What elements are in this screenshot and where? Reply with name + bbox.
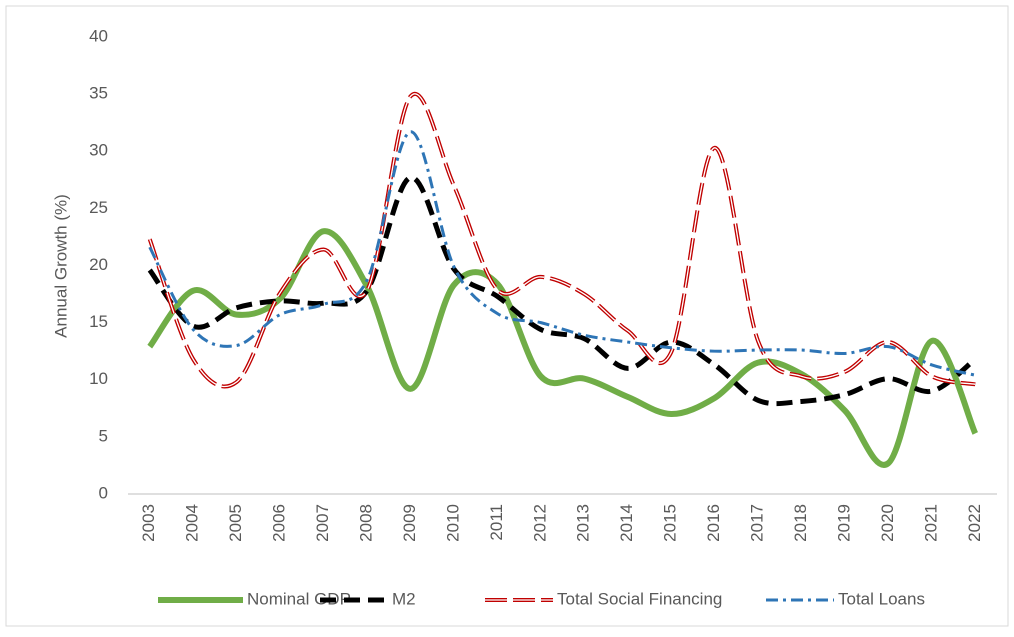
x-tick-label: 2005 (226, 504, 245, 542)
legend-label: Total Social Financing (557, 589, 722, 608)
x-tick-label: 2011 (487, 504, 506, 541)
y-tick-label: 35 (89, 84, 108, 103)
x-tick-label: 2008 (356, 504, 375, 542)
y-tick-label: 25 (89, 198, 108, 217)
legend-label: M2 (392, 589, 416, 608)
x-tick-label: 2013 (574, 504, 593, 542)
y-tick-label: 5 (99, 426, 108, 445)
series-line (148, 130, 976, 377)
x-tick-label: 2007 (313, 504, 332, 542)
y-tick-label: 15 (89, 312, 108, 331)
x-tick-label: 2018 (791, 504, 810, 542)
y-tick-label: 0 (99, 483, 108, 502)
x-tick-label: 2016 (704, 504, 723, 542)
x-tick-label: 2009 (400, 504, 419, 542)
x-tick-label: 2003 (139, 504, 158, 542)
x-tick-label: 2015 (661, 504, 680, 542)
x-tick-label: 2019 (834, 504, 853, 542)
legend-label: Nominal GDP (247, 589, 351, 608)
x-tick-label: 2022 (965, 504, 984, 542)
x-tick-label: 2006 (270, 504, 289, 542)
x-tick-label: 2010 (443, 504, 462, 542)
y-tick-label: 30 (89, 141, 108, 160)
legend-label: Total Loans (838, 589, 925, 608)
y-tick-label: 10 (89, 369, 108, 388)
series-line (147, 175, 977, 407)
y-axis-label: Annual Growth (%) (51, 194, 70, 338)
x-tick-label: 2014 (617, 504, 636, 542)
series-line-inner (149, 93, 976, 388)
x-tick-label: 2021 (921, 504, 940, 542)
x-tick-label: 2004 (183, 504, 202, 542)
y-tick-label: 20 (89, 255, 108, 274)
x-tick-label: 2012 (530, 504, 549, 542)
y-tick-label: 40 (89, 26, 108, 45)
x-tick-label: 2020 (878, 504, 897, 542)
x-tick-label: 2017 (748, 504, 767, 542)
